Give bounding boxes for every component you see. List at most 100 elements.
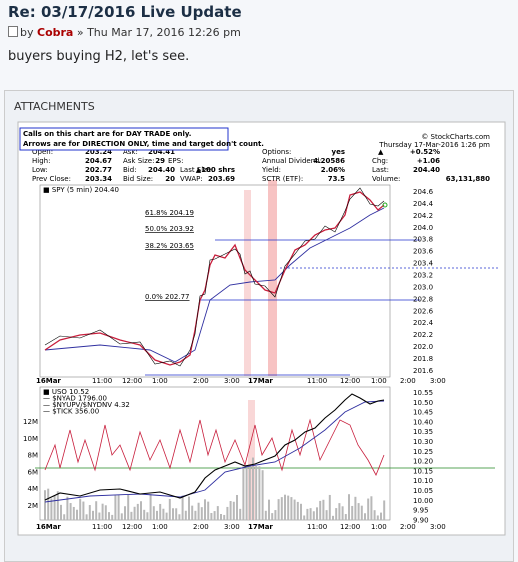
time-axis-label: 11:00 — [307, 523, 327, 531]
notice-box — [19, 127, 229, 151]
post-title[interactable]: Re: 03/17/2016 Live Update — [8, 3, 242, 21]
volume-bar — [216, 506, 219, 520]
volume-bar — [66, 496, 69, 520]
quote-cell: Last: — [372, 166, 389, 174]
lower-axis-label: 9.90 — [413, 516, 429, 524]
quote-cell: 203.34 — [85, 175, 112, 183]
volume-bar — [220, 514, 222, 520]
volume-axis-label: 12M — [23, 418, 38, 426]
lower-axis-label: 10.30 — [413, 438, 433, 446]
price-axis-label: 202.2 — [413, 331, 433, 339]
time-axis-label: 1:00 — [152, 377, 168, 385]
quote-cell: +1.06 — [417, 157, 440, 165]
time-axis-label: 17Mar — [248, 523, 273, 531]
last-marker — [382, 202, 388, 208]
chart-date: Thursday 17-Mar-2016 1:26 pm — [378, 141, 490, 149]
attachments-heading: ATTACHMENTS — [14, 100, 95, 113]
volume-bar — [312, 511, 315, 520]
volume-bar — [287, 495, 290, 520]
fib-label: 38.2% 203.65 — [145, 242, 194, 250]
price-axis-label: 204.6 — [413, 188, 434, 196]
quote-cell: 204.41 — [148, 148, 175, 156]
quote-cell: Options: — [262, 148, 291, 156]
volume-bar — [280, 497, 283, 520]
volume-bar — [296, 501, 299, 520]
volume-bar — [111, 514, 114, 520]
volume-bar — [149, 494, 152, 520]
volume-bar — [204, 499, 206, 520]
volume-bar — [56, 491, 59, 520]
volume-bar — [306, 508, 309, 520]
quote-cell: Volume: — [372, 175, 400, 183]
volume-bar — [325, 510, 328, 520]
time-axis-label: 3:00 — [430, 377, 446, 385]
notice-text: Arrows are for DIRECTION ONLY, time and … — [23, 140, 264, 148]
volume-bar — [104, 505, 107, 520]
quote-cell: Ask: — [123, 148, 138, 156]
fib-label: 0.0% 202.77 — [145, 293, 190, 301]
post-icon — [8, 26, 18, 37]
time-axis-label: 3:00 — [430, 523, 446, 531]
volume-bar — [338, 503, 341, 520]
volume-bar — [213, 511, 216, 520]
post-body: buyers buying H2, let's see. — [8, 49, 190, 64]
volume-bar — [98, 512, 101, 520]
volume-axis-label: 4M — [28, 485, 39, 493]
volume-axis-label: 6M — [28, 468, 39, 476]
volume-bar — [165, 512, 168, 520]
volume-bar — [223, 514, 226, 520]
volume-bar — [156, 510, 158, 520]
volume-bar — [309, 508, 312, 520]
volume-bar — [140, 501, 142, 520]
time-axis-label: 3:00 — [224, 377, 240, 385]
time-axis-label: 2:00 — [400, 523, 416, 531]
lower-legend: — $NYUPV/$NYDNV 4.32 — [43, 401, 130, 409]
price-axis-label: 204.4 — [413, 200, 434, 208]
volume-bar — [383, 500, 386, 520]
image-frame — [17, 121, 506, 536]
price-axis-label: 204.2 — [413, 212, 433, 220]
volume-bar — [258, 466, 261, 520]
quote-cell: SCTR (ETF): — [262, 175, 303, 183]
time-axis-label: 2:00 — [193, 377, 209, 385]
price-axis-label: 203.6 — [413, 248, 434, 256]
volume-bar — [85, 514, 88, 520]
volume-axis-label: 2M — [28, 502, 39, 510]
volume-bar — [79, 498, 82, 520]
quote-cell: Last Size: — [180, 166, 214, 174]
volume-bar — [261, 470, 264, 520]
volume-bar — [88, 505, 91, 520]
time-axis-label: 3:00 — [224, 523, 240, 531]
price-axis-label: 203.2 — [413, 272, 433, 280]
quote-cell: ▲ — [378, 148, 384, 156]
quote-cell: 2.06% — [321, 166, 345, 174]
volume-bar — [210, 513, 213, 520]
volume-bar — [364, 513, 366, 520]
volume-bar — [344, 514, 347, 520]
time-axis-label: 12:00 — [122, 523, 142, 531]
lower-legend: — $TICK 356.00 — [43, 408, 99, 416]
quote-cell: EPS: — [168, 157, 183, 165]
quote-cell: Chg: — [372, 157, 388, 165]
time-axis-label: 11:00 — [92, 523, 112, 531]
volume-bar — [114, 495, 117, 520]
volume-axis-label: 10M — [23, 435, 38, 443]
volume-bar — [172, 508, 174, 520]
volume-bar — [290, 497, 293, 520]
lower-axis-label: 10.55 — [413, 389, 433, 397]
quote-cell: Bid Size: — [123, 175, 153, 183]
volume-bar — [300, 503, 302, 520]
volume-bar — [82, 501, 85, 520]
volume-bar — [108, 512, 110, 520]
volume-bar — [130, 511, 133, 520]
moving-average — [44, 207, 385, 363]
price-axis-label: 203.0 — [413, 283, 433, 291]
time-axis-label: 12:00 — [340, 523, 360, 531]
quote-cell: yes — [332, 148, 345, 156]
author[interactable]: Cobra — [37, 26, 74, 39]
time-axis-label: 2:00 — [400, 377, 416, 385]
volume-bar — [127, 494, 130, 520]
price-panel — [39, 184, 391, 378]
price-wicks — [44, 187, 385, 367]
